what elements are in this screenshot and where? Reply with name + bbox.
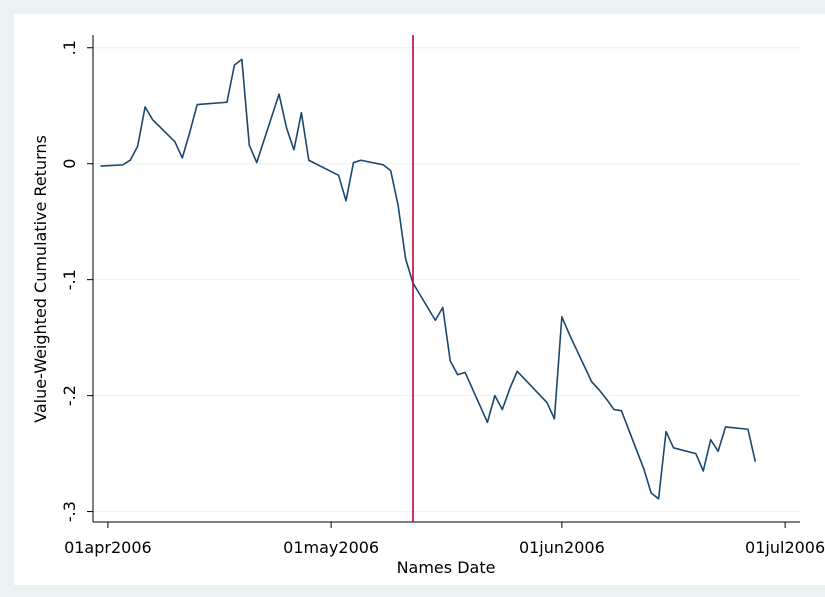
y-tick-label: .1 [60,40,79,55]
data-line [100,58,757,500]
y-tick-label: -.2 [60,385,79,406]
x-tick-label: 01jul2006 [745,538,825,557]
x-tick-label: 01may2006 [283,538,379,557]
y-tick-label: -.1 [60,269,79,290]
y-tick-label: 0 [60,159,79,169]
x-tick-label: 01apr2006 [64,538,152,557]
x-tick-label: 01jun2006 [519,538,605,557]
x-axis-label: Names Date [397,558,496,577]
graph-panel [14,14,825,585]
y-axis-label: Value-Weighted Cumulative Returns [31,135,50,423]
y-tick-label: -.3 [60,501,79,522]
